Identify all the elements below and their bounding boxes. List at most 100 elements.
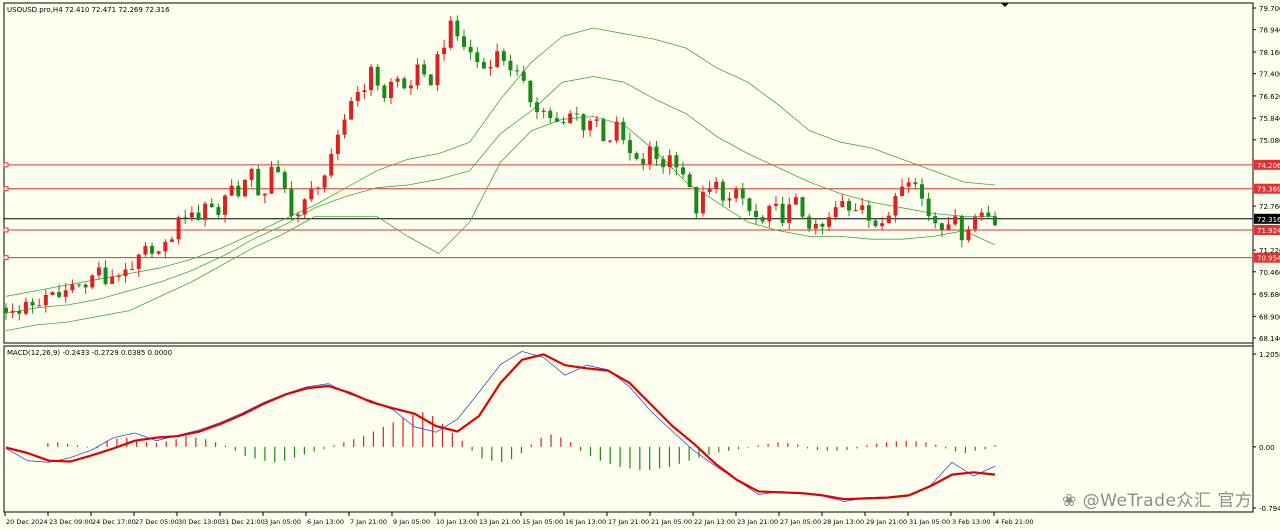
bull-candle xyxy=(594,119,599,121)
bull-candle xyxy=(63,290,68,297)
bull-candle xyxy=(880,223,885,227)
price-level-handle xyxy=(3,186,9,192)
bear-candle xyxy=(993,216,997,226)
price-level-tag xyxy=(1254,252,1280,263)
bull-candle xyxy=(355,91,360,101)
price-tick-label: 68.900 xyxy=(1259,313,1280,321)
current-price-label: 72.316 xyxy=(1257,216,1280,224)
bear-candle xyxy=(57,292,62,297)
bear-candle xyxy=(289,188,294,216)
bull-candle xyxy=(973,216,978,230)
macd-axis: 1.2058 0.00 -0.7941 xyxy=(1253,351,1280,513)
bull-candle xyxy=(608,140,613,142)
bear-candle xyxy=(621,121,626,141)
bear-candle xyxy=(747,198,752,211)
bull-candle xyxy=(189,212,194,218)
time-tick-label: 7 Jan 21:00 xyxy=(350,518,387,526)
bear-candle xyxy=(846,201,851,211)
time-tick-label: 20 Dec 2024 xyxy=(6,518,48,526)
price-level-tag xyxy=(1254,224,1280,235)
bear-candle xyxy=(740,189,745,199)
bull-candle xyxy=(588,120,593,131)
bull-candle xyxy=(700,191,705,214)
bull-candle xyxy=(906,182,911,187)
price-level-tag xyxy=(1254,183,1280,194)
bear-candle xyxy=(256,168,261,196)
price-level-label: 71.924 xyxy=(1257,227,1280,235)
bull-candle xyxy=(541,110,546,112)
price-level-handle xyxy=(3,162,9,168)
bear-candle xyxy=(196,212,201,220)
time-tick-label: 17 Jan 21:00 xyxy=(608,518,649,526)
scroll-marker-icon[interactable] xyxy=(1001,3,1009,7)
price-tick-label: 68.140 xyxy=(1259,335,1280,343)
price-level-handle xyxy=(3,227,9,233)
bear-candle xyxy=(183,217,188,219)
bull-candle xyxy=(315,187,320,189)
macd-header: MACD(12,26,9) -0.2433 -0.2729 0.0385 0.0… xyxy=(7,349,172,357)
bull-candle xyxy=(568,113,573,124)
bull-candle xyxy=(50,292,55,295)
bear-candle xyxy=(634,153,639,159)
bear-candle xyxy=(754,210,759,218)
time-tick-label: 30 Dec 13:00 xyxy=(178,518,222,526)
bull-candle xyxy=(827,217,832,227)
macd-tick-label: -0.7941 xyxy=(1259,505,1280,513)
bull-candle xyxy=(269,166,274,194)
bear-candle xyxy=(209,203,214,208)
bear-candle xyxy=(674,155,679,168)
bull-candle xyxy=(130,268,135,270)
bear-candle xyxy=(986,212,991,217)
bull-candle xyxy=(70,284,75,291)
bull-candle xyxy=(169,239,174,242)
bear-candle xyxy=(601,119,606,142)
bear-candle xyxy=(548,110,553,119)
price-tick-label: 76.620 xyxy=(1259,93,1280,101)
bull-candle xyxy=(335,134,340,154)
bull-candle xyxy=(787,204,792,223)
macd-tick-label: 0.00 xyxy=(1259,444,1275,452)
bull-candle xyxy=(707,188,712,192)
bear-candle xyxy=(501,51,506,61)
bear-candle xyxy=(913,182,918,185)
bear-candle xyxy=(554,118,559,122)
time-tick-label: 27 Dec 05:00 xyxy=(135,518,179,526)
bull-candle xyxy=(156,251,161,254)
time-tick-label: 21 Jan 05:00 xyxy=(651,518,692,526)
bull-candle xyxy=(734,189,739,199)
bollinger-lower-line xyxy=(5,116,996,331)
bull-candle xyxy=(793,197,798,205)
bull-candle xyxy=(415,64,420,86)
bear-candle xyxy=(83,284,88,288)
current-price-tag xyxy=(1254,213,1280,224)
price-tick-label: 78.940 xyxy=(1259,27,1280,35)
bear-candle xyxy=(760,217,765,222)
bear-candle xyxy=(402,78,407,89)
macd-line xyxy=(5,350,996,502)
bear-candle xyxy=(77,284,82,286)
symbol-header: USOUSD.pro,H4 72.410 72.471 72.269 72.31… xyxy=(7,6,170,14)
bear-candle xyxy=(694,187,699,214)
price-tick-label: 75.840 xyxy=(1259,115,1280,123)
bear-candle xyxy=(455,20,460,37)
bear-candle xyxy=(720,181,725,201)
bull-candle xyxy=(249,168,254,180)
bear-candle xyxy=(236,185,241,197)
bull-candle xyxy=(647,146,652,165)
bear-candle xyxy=(687,174,692,188)
time-tick-label: 23 Jan 21:00 xyxy=(737,518,778,526)
bull-candle xyxy=(853,210,858,212)
bear-candle xyxy=(150,245,155,254)
bull-candle xyxy=(296,214,301,216)
bear-candle xyxy=(919,184,924,199)
time-tick-label: 9 Jan 05:00 xyxy=(393,518,430,526)
time-tick-label: 27 Jan 05:00 xyxy=(780,518,821,526)
bull-candle xyxy=(953,216,958,225)
bear-candle xyxy=(939,223,944,230)
macd-signal-line xyxy=(5,353,996,501)
price-tick-label: 75.080 xyxy=(1259,137,1280,145)
time-tick-label: 16 Jan 13:00 xyxy=(565,518,606,526)
price-axis: 79.700 78.940 78.160 77.400 76.620 75.840 75.0… xyxy=(1253,5,1280,343)
time-tick-label: 4 Feb 21:00 xyxy=(995,518,1034,526)
bear-candle xyxy=(428,74,433,86)
